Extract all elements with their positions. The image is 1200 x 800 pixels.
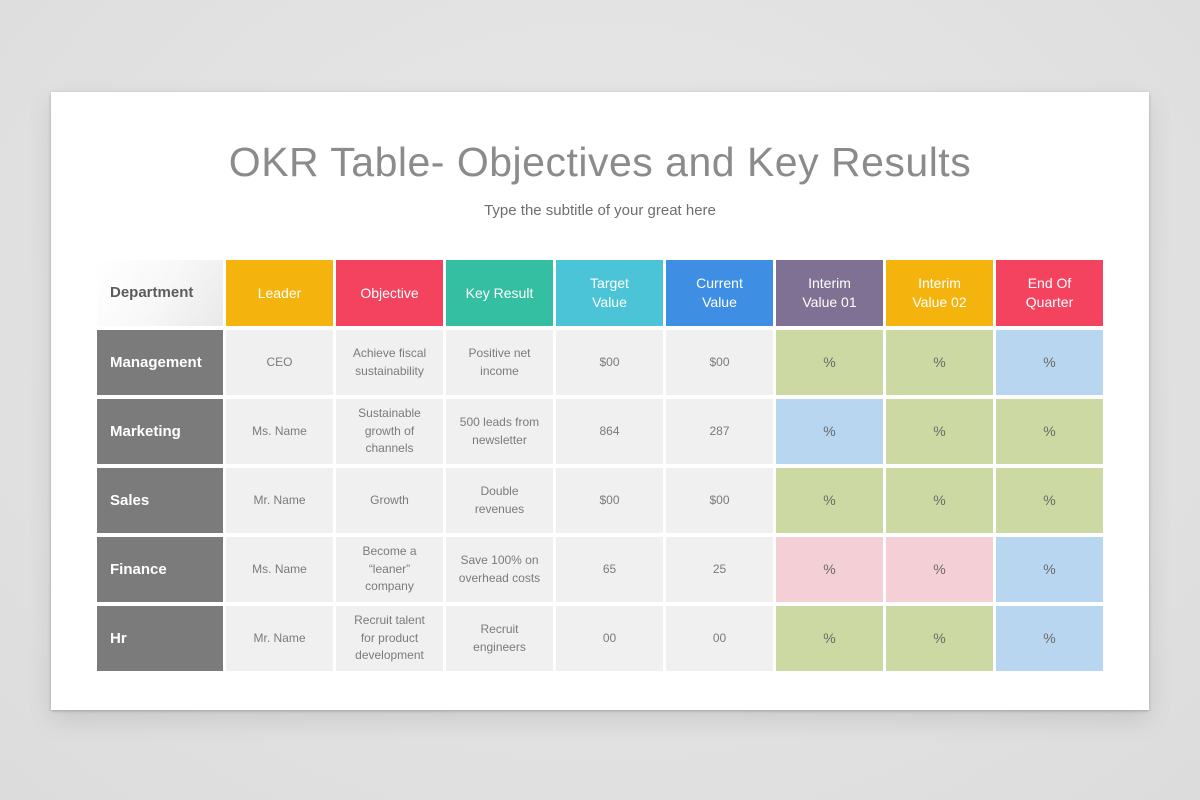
interim-value-02-cell: % <box>886 537 993 602</box>
column-header-interim-value-02: Interim Value 02 <box>886 260 993 326</box>
current-value-cell: 287 <box>666 399 773 464</box>
current-value-cell: $00 <box>666 330 773 395</box>
department-cell: Hr <box>97 606 223 671</box>
column-header-department: Department <box>97 260 223 326</box>
interim-value-01-cell: % <box>776 399 883 464</box>
department-cell: Finance <box>97 537 223 602</box>
key-result-cell: Save 100% on overhead costs <box>446 537 553 602</box>
slide-title: OKR Table- Objectives and Key Results <box>228 139 972 185</box>
target-value-cell: $00 <box>556 468 663 533</box>
target-value-cell: 864 <box>556 399 663 464</box>
department-cell: Marketing <box>97 399 223 464</box>
leader-cell: Ms. Name <box>226 537 333 602</box>
end-of-quarter-cell: % <box>996 399 1103 464</box>
objective-cell: Become a “leaner” company <box>336 537 443 602</box>
current-value-cell: 00 <box>666 606 773 671</box>
interim-value-02-cell: % <box>886 330 993 395</box>
leader-cell: Mr. Name <box>226 606 333 671</box>
interim-value-01-cell: % <box>776 537 883 602</box>
key-result-cell: Double revenues <box>446 468 553 533</box>
interim-value-01-cell: % <box>776 606 883 671</box>
leader-cell: Ms. Name <box>226 399 333 464</box>
column-header-interim-value-01: Interim Value 01 <box>776 260 883 326</box>
column-header-current-value: Current Value <box>666 260 773 326</box>
target-value-cell: 00 <box>556 606 663 671</box>
current-value-cell: 25 <box>666 537 773 602</box>
department-cell: Sales <box>97 468 223 533</box>
slide-subtitle: Type the subtitle of your great here <box>484 202 716 220</box>
current-value-cell: $00 <box>666 468 773 533</box>
department-cell: Management <box>97 330 223 395</box>
objective-cell: Sustainable growth of channels <box>336 399 443 464</box>
key-result-cell: 500 leads from newsletter <box>446 399 553 464</box>
leader-cell: Mr. Name <box>226 468 333 533</box>
end-of-quarter-cell: % <box>996 468 1103 533</box>
interim-value-02-cell: % <box>886 468 993 533</box>
end-of-quarter-cell: % <box>996 330 1103 395</box>
interim-value-01-cell: % <box>776 468 883 533</box>
target-value-cell: 65 <box>556 537 663 602</box>
column-header-target-value: Target Value <box>556 260 663 326</box>
column-header-key-result: Key Result <box>446 260 553 326</box>
slide-card: OKR Table- Objectives and Key Results Ty… <box>51 92 1149 710</box>
key-result-cell: Positive net income <box>446 330 553 395</box>
objective-cell: Recruit talent for product development <box>336 606 443 671</box>
objective-cell: Growth <box>336 468 443 533</box>
leader-cell: CEO <box>226 330 333 395</box>
key-result-cell: Recruit engineers <box>446 606 553 671</box>
interim-value-01-cell: % <box>776 330 883 395</box>
okr-table: Department Leader Objective Key Result T… <box>97 260 1103 671</box>
target-value-cell: $00 <box>556 330 663 395</box>
interim-value-02-cell: % <box>886 399 993 464</box>
interim-value-02-cell: % <box>886 606 993 671</box>
column-header-leader: Leader <box>226 260 333 326</box>
column-header-objective: Objective <box>336 260 443 326</box>
end-of-quarter-cell: % <box>996 537 1103 602</box>
column-header-end-of-quarter: End Of Quarter <box>996 260 1103 326</box>
objective-cell: Achieve fiscal sustainability <box>336 330 443 395</box>
end-of-quarter-cell: % <box>996 606 1103 671</box>
